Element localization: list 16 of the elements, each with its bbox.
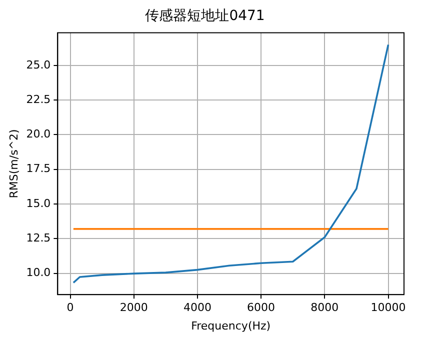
y-tick-label: 15.0 <box>26 196 51 210</box>
y-tick-label: 12.5 <box>26 232 51 244</box>
y-tick-label: 22.5 <box>26 92 51 106</box>
y-tick-label: 25.0 <box>26 58 51 72</box>
y-tick-label: 20.0 <box>26 128 51 141</box>
chart-title: 传感器短地址0471 <box>145 8 265 24</box>
x-axis-title: Frequency(Hz) <box>191 319 271 332</box>
x-tick-label: 6000 <box>247 301 276 314</box>
x-tick-label: 2000 <box>120 301 148 314</box>
x-tick-label: 4000 <box>183 301 212 314</box>
y-tick-label: 17.5 <box>26 162 51 176</box>
y-tick-label: 10.0 <box>26 266 51 280</box>
x-tick-label: 8000 <box>310 301 339 314</box>
x-tick-label: 10000 <box>370 301 406 314</box>
x-tick-label: 0 <box>66 301 74 314</box>
y-axis-title: RMS(m/s^2) <box>7 129 20 198</box>
